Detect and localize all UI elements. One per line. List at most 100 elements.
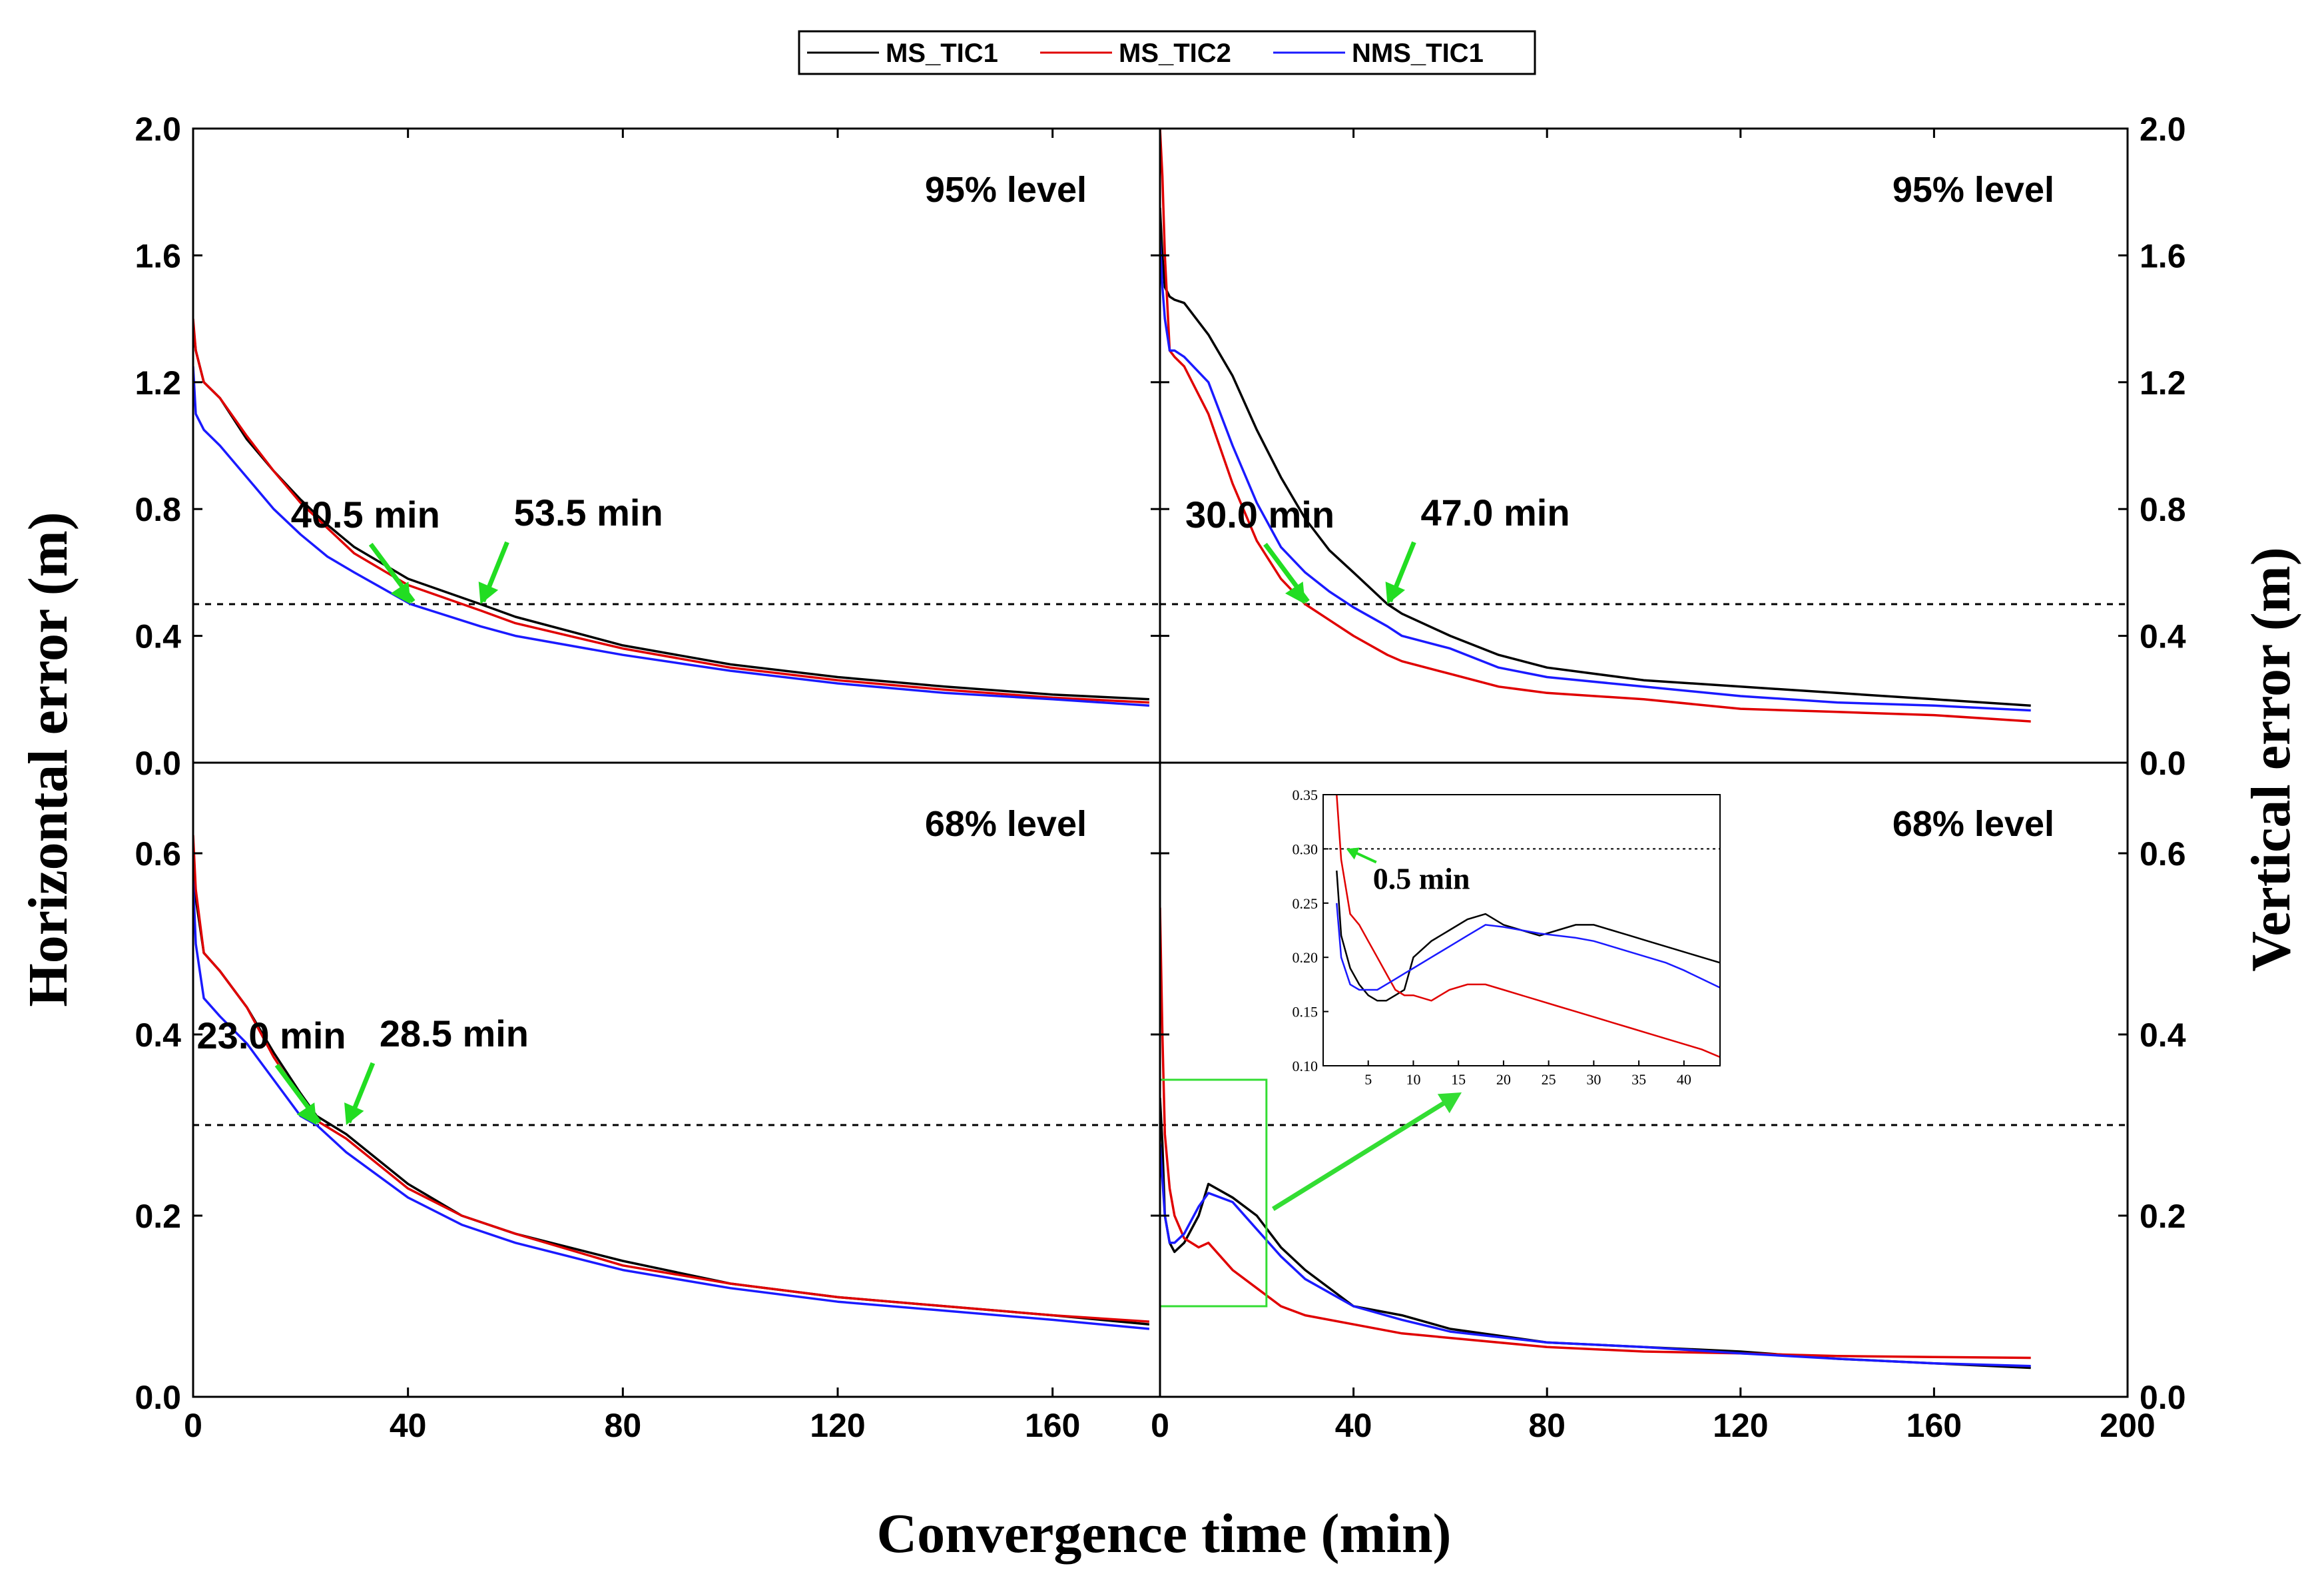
panel-level-label: 68% level <box>1892 804 2054 844</box>
y-tick-label-right: 0.0 <box>2140 745 2186 782</box>
inset-series-line-ms-tic1 <box>1336 870 1720 1002</box>
x-tick-label-right: 80 <box>1528 1407 1566 1444</box>
x-tick-label-right: 200 <box>2100 1407 2155 1444</box>
frame-vertical-95 <box>1159 127 2129 764</box>
y-tick-label-left: 0.0 <box>135 1379 181 1416</box>
inset-series-line-ms-tic2 <box>1336 795 1720 1058</box>
plot-frames <box>192 127 2129 1398</box>
annotation-arrow-head <box>344 1102 364 1125</box>
y-tick-label-left: 0.8 <box>135 491 181 528</box>
tick-labels: 0.00.40.81.21.62.00.00.40.81.21.62.00.00… <box>135 111 2185 1444</box>
x-tick-label-right: 120 <box>1713 1407 1768 1444</box>
y-tick-label-right: 1.6 <box>2140 237 2186 274</box>
annotation-arrow-head <box>1285 582 1305 604</box>
frame-vertical-68 <box>1159 761 2129 1398</box>
series-line-ms-tic2 <box>1160 129 2031 723</box>
series-line-nms-tic1 <box>193 880 1150 1330</box>
annotation-label: 30.0 min <box>1185 494 1334 536</box>
legend-label-ms-tic1: MS_TIC1 <box>886 39 998 68</box>
inset-annotation-label: 0.5 min <box>1373 861 1470 895</box>
annotation-arrow-head <box>390 582 411 604</box>
x-tick-label-left: 120 <box>810 1407 865 1444</box>
zoom-arrow-head <box>1437 1092 1462 1114</box>
y-tick-label-left: 0.6 <box>135 835 181 873</box>
inset-x-tick-label: 5 <box>1364 1071 1372 1088</box>
legend-label-ms-tic2: MS_TIC2 <box>1119 39 1231 68</box>
y-tick-label-left: 0.0 <box>135 745 181 782</box>
frame-horizontal-95 <box>192 127 1161 764</box>
zoom-arrow-shaft <box>1271 1098 1450 1211</box>
y-tick-label-left: 2.0 <box>135 111 181 148</box>
series-line-ms-tic2 <box>193 835 1150 1323</box>
series-line-ms-tic1 <box>1160 207 2031 707</box>
panel-vertical-68 <box>1160 907 2128 1370</box>
y-tick-label-right: 2.0 <box>2140 111 2186 148</box>
y-tick-label-right: 0.4 <box>2140 618 2186 655</box>
y-tick-label-right: 0.6 <box>2140 835 2186 873</box>
inset-y-tick-label: 0.10 <box>1293 1058 1318 1074</box>
annotation-arrow-head <box>478 582 499 604</box>
inset-y-tick-label: 0.20 <box>1293 949 1318 966</box>
inset-x-tick-label: 20 <box>1496 1071 1511 1088</box>
y-tick-label-left: 0.4 <box>135 1016 181 1054</box>
annotation-label: 28.5 min <box>380 1012 529 1054</box>
x-tick-label-left: 160 <box>1025 1407 1080 1444</box>
y-tick-label-right: 0.4 <box>2140 1016 2186 1054</box>
y-tick-label-right: 0.0 <box>2140 1379 2186 1416</box>
panel-level-label: 68% level <box>925 804 1087 844</box>
inset-y-tick-label: 0.30 <box>1293 841 1318 857</box>
legend-box <box>798 30 1536 75</box>
inset-frame <box>1322 794 1721 1066</box>
inset-annotation-arrow-head <box>1346 847 1360 860</box>
inset-series-line-nms-tic1 <box>1336 903 1720 991</box>
x-tick-label-right: 160 <box>1906 1407 1962 1444</box>
y-tick-label-left: 0.2 <box>135 1198 181 1235</box>
annotation-label: 53.5 min <box>514 492 663 534</box>
annotation-arrow-head <box>1385 582 1406 604</box>
series-line-nms-tic1 <box>193 366 1150 707</box>
plot-panels: 95% level 40.5 min 53.5 min 95% level 30.0 m… <box>193 129 2128 1370</box>
inset-x-tick-label: 30 <box>1586 1071 1601 1088</box>
legend-label-nms-tic1: NMS_TIC1 <box>1352 39 1484 68</box>
series-line-nms-tic1 <box>1160 239 2031 712</box>
annotation-label: 47.0 min <box>1420 492 1570 534</box>
y-tick-label-right: 0.2 <box>2140 1198 2186 1235</box>
series-line-ms-tic2 <box>1160 907 2031 1360</box>
annotation-label: 40.5 min <box>291 494 440 536</box>
y-tick-label-right: 1.2 <box>2140 364 2186 402</box>
inset-y-tick-label: 0.35 <box>1293 787 1318 803</box>
panel-horizontal-95 <box>193 318 1160 707</box>
frame-horizontal-68 <box>192 761 1161 1398</box>
panel-level-label: 95% level <box>925 170 1087 210</box>
series-line-ms-tic1 <box>1160 1098 2031 1370</box>
inset-x-tick-label: 35 <box>1631 1071 1646 1088</box>
zoom-box <box>1159 1078 1268 1308</box>
inset-x-tick-label: 40 <box>1677 1071 1691 1088</box>
x-tick-label-right: 40 <box>1335 1407 1372 1444</box>
inset-plot: 5 10 15 20 25 30 35 40 0.10 0.15 0.20 0.25 0.30 0.35 0… <box>1293 787 1721 1088</box>
inset-content <box>1323 795 1720 1058</box>
x-tick-label-right: 0 <box>1151 1407 1169 1444</box>
inset-y-tick-label: 0.25 <box>1293 895 1318 912</box>
x-tick-label-left: 80 <box>605 1407 642 1444</box>
inset-x-tick-label: 15 <box>1451 1071 1466 1088</box>
series-line-ms-tic2 <box>193 318 1149 704</box>
y-tick-label-right: 0.8 <box>2140 491 2186 528</box>
series-line-nms-tic1 <box>1160 1143 2031 1368</box>
annotation-arrow-head <box>296 1102 317 1125</box>
y-axis-title-right: Vertical error (m) <box>2240 547 2302 971</box>
y-tick-label-left: 1.6 <box>135 237 181 274</box>
panel-vertical-95 <box>1160 129 2128 723</box>
y-axis-title-left: Horizontal error (m) <box>17 512 79 1006</box>
inset-y-tick-label: 0.15 <box>1293 1004 1318 1020</box>
y-tick-label-left: 1.2 <box>135 364 181 402</box>
x-axis-title: Convergence time (min) <box>876 1503 1451 1565</box>
annotation-label: 23.0 min <box>197 1014 346 1056</box>
legend: MS_TIC1 MS_TIC2 NMS_TIC1 <box>798 30 1536 75</box>
series-line-ms-tic1 <box>193 853 1150 1326</box>
x-tick-label-left: 0 <box>184 1407 202 1444</box>
panel-level-label: 95% level <box>1892 170 2054 210</box>
y-tick-label-left: 0.4 <box>135 618 181 655</box>
inset-x-tick-label: 10 <box>1406 1071 1420 1088</box>
